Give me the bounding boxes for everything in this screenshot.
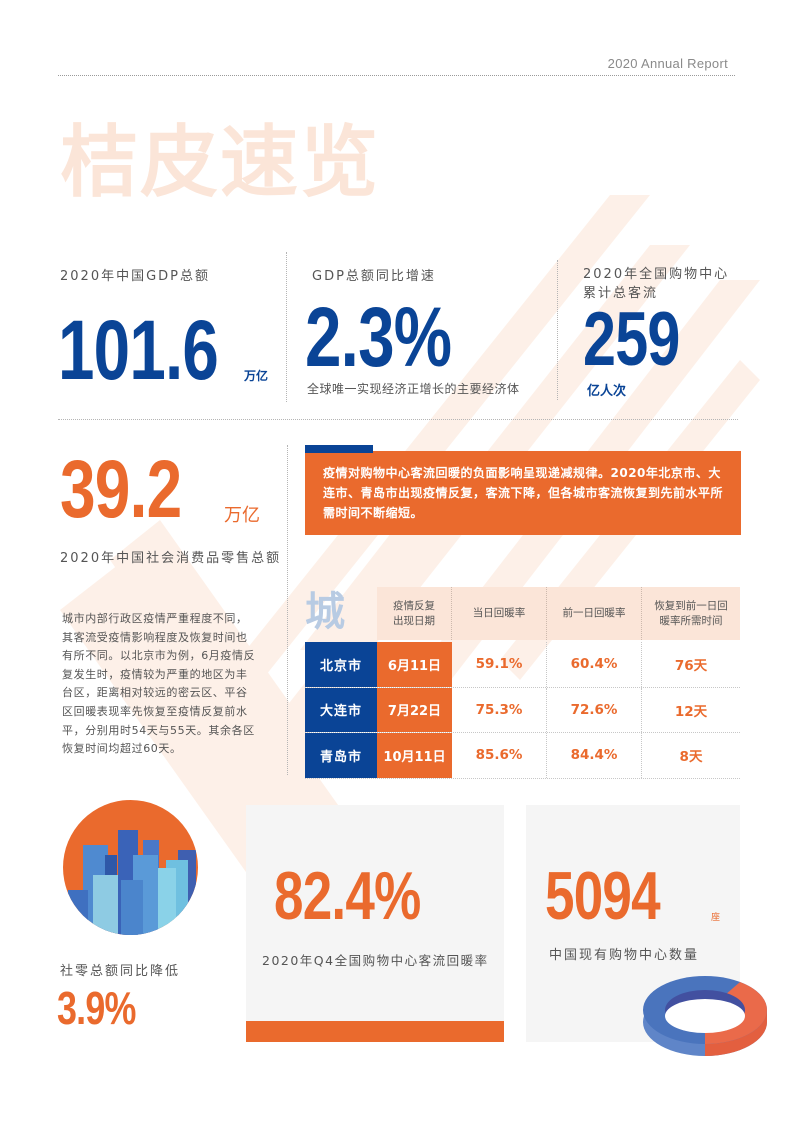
cell-date: 7月22日	[377, 687, 452, 732]
donut-ring-icon	[643, 976, 767, 1056]
cell-day-rate: 75.3%	[452, 687, 547, 732]
cell-prev-rate: 72.6%	[547, 687, 642, 732]
divider-vertical-2	[557, 260, 558, 400]
body-paragraph: 城市内部行政区疫情严重程度不同，其客流受疫情影响程度及恢复时间也有所不同。以北京…	[62, 612, 256, 756]
cell-date: 10月11日	[377, 733, 452, 778]
stat-gdp-value: 101.6	[58, 303, 219, 397]
stat-traffic-value-wrap: 259	[583, 302, 707, 378]
page-title: 桔皮速览	[60, 118, 381, 208]
stat-growth-note: 全球唯一实现经济正增长的主要经济体	[307, 382, 520, 396]
retail-value: 39.2	[60, 444, 182, 535]
table-header-recovery: 恢复到前一日回 暖率所需时间	[654, 599, 728, 627]
stat-growth: GDP总额同比增速	[312, 265, 436, 284]
skyline-icon	[68, 830, 196, 935]
city-recovery-table: 城市 疫情反复 出现日期 当日回暖率 前一日回暖率 恢复到前一日回 暖率所需时间…	[305, 585, 740, 779]
retail-decline-value-wrap: 3.9%	[57, 985, 158, 1031]
city-skyline-illustration	[63, 800, 198, 935]
cell-recovery: 8天	[679, 749, 703, 766]
cell-day-rate: 85.6%	[452, 733, 547, 778]
cell-prev-rate: 84.4%	[547, 733, 642, 778]
stat-gdp-label: 2020年中国GDP总额	[60, 269, 211, 284]
header-divider	[58, 75, 735, 76]
stat-gdp-unit: 万亿	[244, 369, 269, 383]
q4-label: 2020年Q4全国购物中心客流回暖率	[262, 953, 489, 968]
table-header: 疫情反复 出现日期 当日回暖率 前一日回暖率 恢复到前一日回 暖率所需时间	[377, 587, 740, 640]
table-header-date: 疫情反复 出现日期	[377, 587, 452, 640]
highlight-box-tab	[305, 445, 373, 453]
q4-value: 82.4%	[274, 858, 421, 934]
mall-count-value: 5094	[545, 858, 661, 934]
q4-value-wrap: 82.4%	[274, 862, 462, 930]
retail-unit: 万亿	[224, 505, 260, 526]
mall-count-unit: 座	[711, 913, 721, 923]
divider-horizontal	[58, 419, 738, 420]
q4-card-accent-bar	[246, 1021, 504, 1042]
highlight-box: 疫情对购物中心客流回暖的负面影响呈现递减规律。2020年北京市、大连市、青岛市出…	[305, 451, 741, 535]
stat-traffic-unit: 亿人次	[587, 384, 627, 399]
cell-day-rate: 59.1%	[452, 642, 547, 687]
cell-city: 青岛市	[305, 733, 377, 778]
table-row: 北京市 6月11日 59.1% 60.4% 76天	[305, 642, 740, 688]
table-row: 青岛市 10月11日 85.6% 84.4% 8天	[305, 733, 740, 779]
mall-count-value-wrap: 5094	[545, 862, 692, 930]
highlight-box-text: 疫情对购物中心客流回暖的负面影响呈现递减规律。2020年北京市、大连市、青岛市出…	[323, 466, 724, 520]
cell-city: 大连市	[305, 687, 377, 732]
table-corner-label: 城市	[305, 589, 345, 690]
cell-recovery: 76天	[674, 658, 708, 675]
retail-label: 2020年中国社会消费品零售总额	[60, 551, 282, 566]
stat-growth-label: GDP总额同比增速	[312, 269, 436, 284]
report-label: 2020 Annual Report	[607, 56, 728, 71]
table-row: 大连市 7月22日 75.3% 72.6% 12天	[305, 687, 740, 733]
retail-value-wrap: 39.2	[60, 449, 216, 531]
cell-prev-rate: 60.4%	[547, 642, 642, 687]
retail-decline-value: 3.9%	[57, 982, 136, 1034]
stat-growth-value-wrap: 2.3%	[305, 295, 492, 379]
mall-count-label: 中国现有购物中心数量	[549, 948, 700, 963]
cell-date: 6月11日	[377, 642, 452, 687]
stat-traffic-label-1: 2020年全国购物中心	[583, 267, 730, 282]
stat-growth-value: 2.3%	[305, 290, 452, 384]
stat-traffic-value: 259	[583, 297, 680, 382]
cell-recovery: 12天	[674, 703, 708, 720]
divider-vertical-1	[286, 252, 287, 402]
table-header-prev-rate: 前一日回暖率	[547, 587, 642, 640]
stat-gdp: 2020年中国GDP总额	[60, 265, 210, 284]
cell-city: 北京市	[305, 642, 377, 687]
table-header-day-rate: 当日回暖率	[452, 587, 547, 640]
table-body: 北京市 6月11日 59.1% 60.4% 76天 大连市 7月22日 75.3…	[305, 642, 740, 779]
retail-decline-label: 社零总额同比降低	[60, 964, 181, 979]
divider-vertical-3	[287, 445, 288, 775]
